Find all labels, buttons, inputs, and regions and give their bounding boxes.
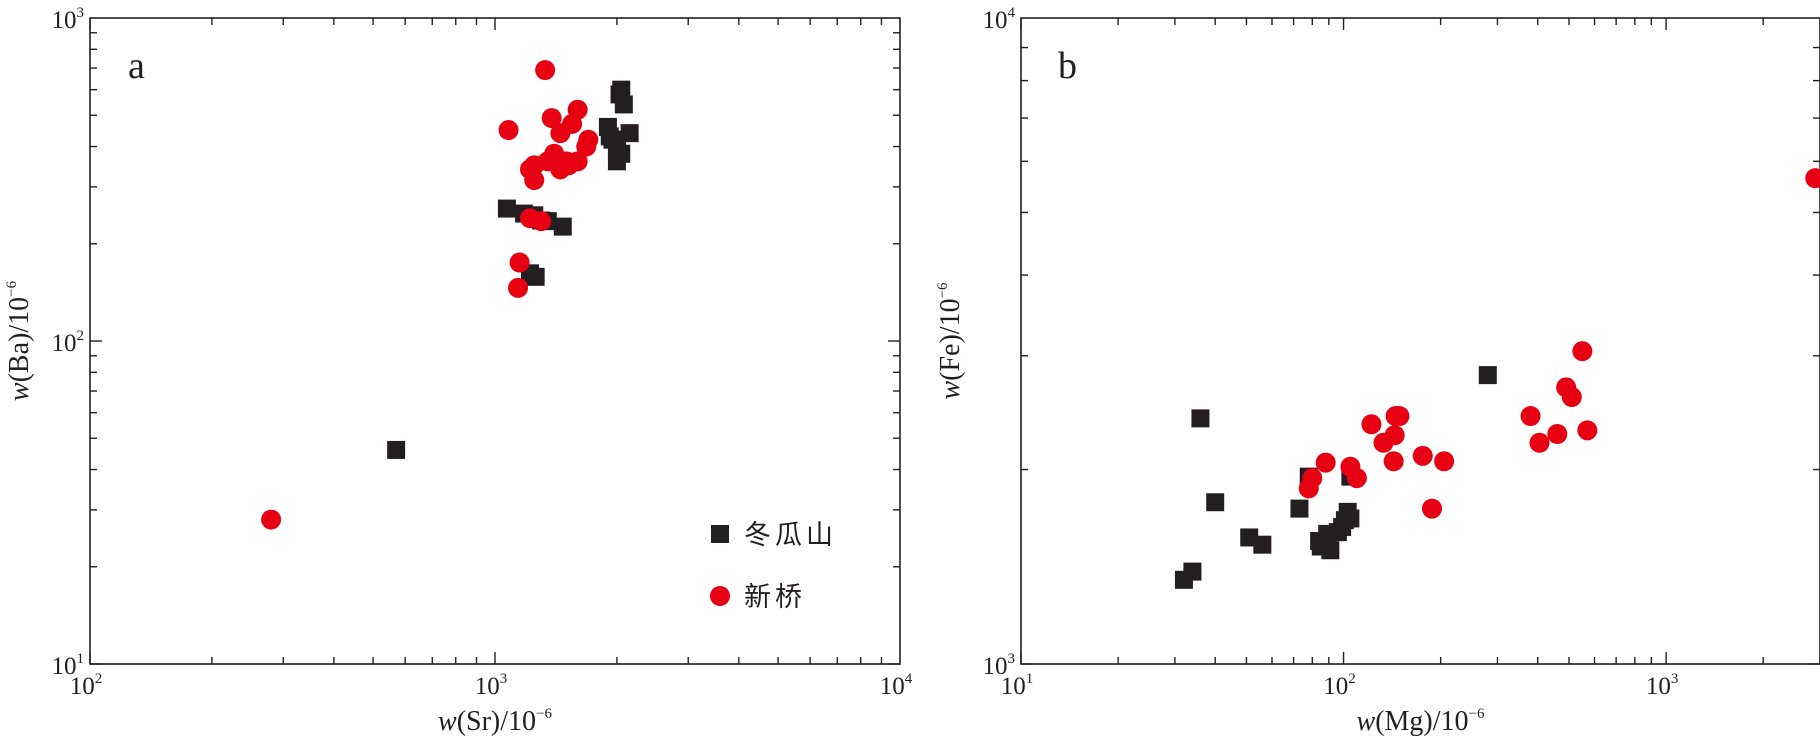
data-point-circle — [1383, 451, 1404, 472]
data-point-circle — [1547, 424, 1568, 445]
x-tick-label: 104 — [880, 671, 913, 700]
data-point-square — [387, 440, 406, 459]
data-point-circle — [562, 113, 583, 134]
y-axis-title: w(Ba)/10−6 — [4, 280, 35, 401]
data-point-circle — [1346, 468, 1367, 489]
data-point-circle — [535, 60, 556, 81]
data-point-square — [1321, 541, 1340, 560]
y-tick-label: 102 — [52, 328, 85, 357]
data-point-circle — [508, 277, 529, 298]
plot-frame — [89, 17, 901, 665]
x-tick-label: 103 — [1646, 671, 1679, 700]
legend-label: 冬瓜山 — [744, 520, 837, 550]
data-point-circle — [1561, 387, 1582, 408]
panel-label-b: b — [1058, 45, 1077, 87]
data-point-circle — [1529, 432, 1550, 453]
data-point-circle — [1302, 468, 1323, 489]
data-point-circle — [1412, 445, 1433, 466]
data-point-circle — [509, 252, 530, 273]
x-tick-label: 102 — [1323, 671, 1356, 700]
chart-panel-b: 101 102 103 103 104 w(Mg)/10−6 w(Fe)/10−6 b — [935, 5, 1820, 737]
data-point-circle — [1434, 451, 1455, 472]
x-axis-title: w(Mg)/10−6 — [1357, 706, 1485, 737]
data-point-circle — [1421, 498, 1442, 519]
data-point-square — [1183, 562, 1202, 581]
chart-panel-a: 102 103 104101102103w(Sr)/10−6w(Ba)/10−6a冬… — [4, 5, 913, 737]
data-point-circle — [524, 170, 545, 191]
data-point-square — [1206, 493, 1225, 512]
legend-marker-circle — [710, 586, 730, 606]
y-axis-title: w(Fe)/10−6 — [935, 282, 966, 400]
y-tick-label: 104 — [983, 5, 1016, 34]
panel-label-a: a — [128, 45, 145, 87]
data-point-square — [553, 217, 572, 236]
data-point-circle — [1520, 406, 1541, 427]
data-point-square — [526, 267, 545, 286]
x-tick-label: 102 — [70, 671, 103, 700]
legend-label: 新桥 — [744, 582, 806, 612]
data-point-square — [607, 152, 626, 171]
data-point-circle — [1572, 341, 1593, 362]
data-point-square — [1341, 509, 1360, 528]
data-point-square — [614, 95, 633, 114]
data-point-circle — [1389, 406, 1410, 427]
x-tick-label: 101 — [1001, 671, 1034, 700]
data-point-square — [1253, 535, 1272, 554]
data-point-circle — [541, 108, 562, 129]
data-point-square — [1478, 366, 1497, 385]
data-point-square — [497, 199, 516, 218]
data-point-square — [620, 124, 639, 143]
data-point-circle — [1805, 168, 1820, 189]
x-tick-label: 103 — [475, 671, 508, 700]
y-tick-label: 103 — [983, 651, 1016, 680]
data-point-circle — [558, 155, 579, 176]
y-tick-label: 101 — [52, 651, 85, 680]
data-point-circle — [1315, 452, 1336, 473]
data-point-circle — [1384, 425, 1405, 446]
x-axis-title: w(Sr)/10−6 — [438, 706, 552, 737]
plot-frame — [1020, 17, 1820, 665]
data-point-circle — [1577, 420, 1598, 441]
data-point-circle — [498, 120, 519, 141]
y-tick-label: 103 — [52, 5, 85, 34]
data-point-circle — [576, 136, 597, 157]
data-point-square — [1290, 499, 1309, 518]
data-point-circle — [531, 211, 552, 232]
data-point-square — [1191, 409, 1210, 428]
data-point-circle — [261, 509, 282, 530]
data-point-circle — [1361, 414, 1382, 435]
legend-marker-square — [711, 525, 729, 543]
